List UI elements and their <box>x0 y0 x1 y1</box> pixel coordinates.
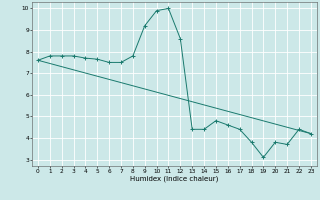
X-axis label: Humidex (Indice chaleur): Humidex (Indice chaleur) <box>130 176 219 182</box>
